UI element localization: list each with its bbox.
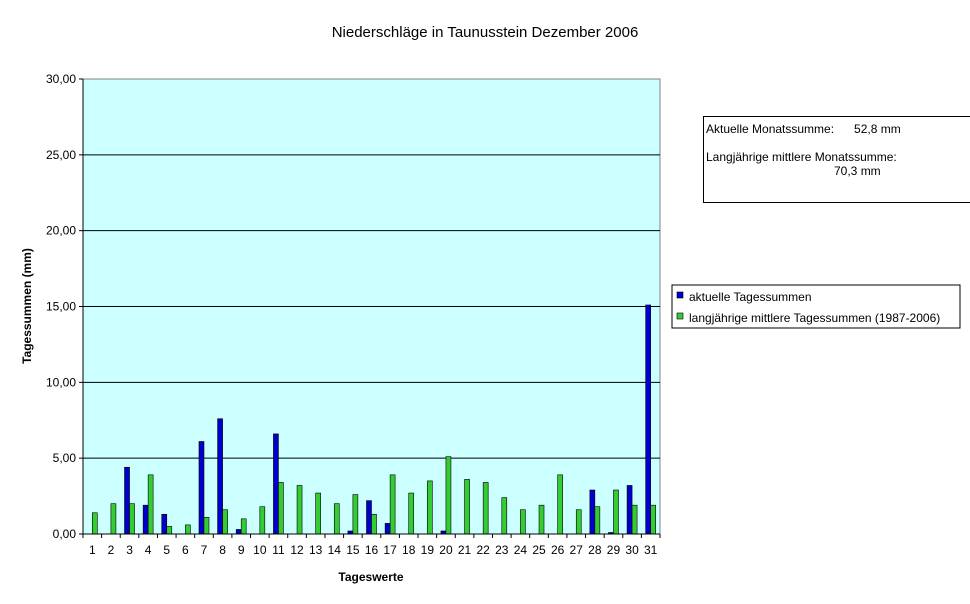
x-tick-label: 3	[126, 543, 133, 557]
bar-longterm	[315, 492, 321, 535]
y-tick-label: 15,00	[46, 300, 76, 314]
y-tick-label: 10,00	[46, 375, 76, 389]
x-tick-label: 2	[108, 543, 115, 557]
bar-longterm	[371, 513, 377, 535]
bar-longterm	[278, 482, 284, 535]
bar-longterm	[445, 456, 452, 535]
bar-longterm	[482, 482, 489, 535]
x-tick-label: 22	[476, 543, 490, 557]
y-tick-label: 20,00	[46, 224, 76, 238]
x-tick-label: 27	[570, 543, 584, 557]
bar-longterm	[613, 489, 619, 535]
x-tick-label: 30	[625, 543, 639, 557]
x-tick-label: 15	[346, 543, 360, 557]
x-tick-label: 28	[588, 543, 602, 557]
legend-box	[671, 284, 961, 329]
x-tick-label: 13	[309, 543, 323, 557]
bar-longterm	[203, 517, 210, 535]
gridlines	[83, 154, 660, 459]
bar-current	[384, 523, 391, 535]
x-tick-label: 18	[402, 543, 416, 557]
bar-longterm	[240, 518, 247, 535]
bar-longterm	[631, 504, 638, 535]
x-tick-label: 17	[383, 543, 397, 557]
monthly-summary-box: Aktuelle Monatssumme: 52,8 mm Langjährig…	[703, 116, 970, 203]
bar-longterm	[650, 504, 656, 535]
bar-current	[645, 304, 651, 535]
chart-title: Niederschläge in Taunusstein Dezember 20…	[332, 24, 639, 41]
x-tick-label: 9	[238, 543, 245, 557]
x-tick-label: 10	[253, 543, 267, 557]
x-tick-label: 31	[644, 543, 658, 557]
bar-current	[217, 418, 223, 535]
bar-longterm	[110, 503, 117, 535]
bar-longterm	[147, 474, 154, 535]
longterm-monthly-sum-label: Langjährige mittlere Monatssumme:	[706, 150, 897, 164]
y-tick-label: 30,00	[46, 72, 76, 86]
bar-longterm	[92, 512, 98, 535]
bar-current	[142, 504, 149, 535]
x-tick-label: 6	[182, 543, 189, 557]
y-tick-label: 25,00	[46, 148, 76, 162]
bar-current	[589, 489, 596, 535]
x-axis-label: Tageswerte	[338, 570, 403, 584]
bar-longterm	[296, 485, 303, 535]
bar-current	[366, 500, 372, 535]
bar-longterm	[557, 474, 563, 535]
longterm-monthly-sum-value: 70,3 mm	[834, 164, 881, 178]
x-tick-label: 7	[201, 543, 208, 557]
bars	[92, 304, 656, 535]
x-tick-label: 20	[439, 543, 453, 557]
bar-longterm	[575, 509, 582, 535]
bar-current	[161, 513, 168, 535]
x-tick-label: 19	[421, 543, 435, 557]
legend-entry: langjährige mittlere Tagessummen (1987-2…	[689, 311, 940, 325]
bar-longterm	[408, 492, 415, 535]
legend: aktuelle Tagessummen langjährige mittlere…	[671, 284, 961, 329]
x-tick-label: 4	[145, 543, 152, 557]
bar-longterm	[464, 479, 470, 535]
x-tick-label: 8	[219, 543, 226, 557]
x-tick-label: 29	[607, 543, 621, 557]
x-tick-label: 12	[290, 543, 304, 557]
x-tick-label: 11	[272, 543, 285, 557]
y-axis-label: Tagessummen (mm)	[20, 248, 34, 364]
y-tick-label: 0,00	[53, 527, 77, 541]
bar-longterm	[259, 506, 266, 535]
bar-current	[198, 441, 205, 535]
bar-current	[124, 466, 130, 535]
bar-longterm	[520, 509, 526, 535]
bar-current	[235, 529, 242, 535]
legend-swatch	[676, 312, 684, 320]
bar-longterm	[501, 497, 508, 535]
x-tick-label: 26	[551, 543, 565, 557]
bar-longterm	[333, 503, 340, 535]
bar-longterm	[129, 503, 135, 535]
x-tick-label: 1	[89, 543, 96, 557]
bar-longterm	[389, 474, 396, 535]
bar-current	[273, 433, 279, 535]
x-tick-label: 21	[458, 543, 472, 557]
x-tick-label: 24	[514, 543, 528, 557]
bar-longterm	[185, 524, 191, 535]
x-tick-label: 23	[495, 543, 509, 557]
y-axis: 0,00 5,00 10,00 15,00 20,00 25,00 30,00	[46, 72, 84, 541]
bar-longterm	[222, 509, 228, 535]
legend-swatch	[676, 291, 684, 299]
x-tick-label: 5	[163, 543, 170, 557]
current-monthly-sum: Aktuelle Monatssumme: 52,8 mm	[706, 122, 901, 136]
y-tick-label: 5,00	[53, 451, 77, 465]
bar-longterm	[594, 506, 601, 535]
bar-longterm	[538, 504, 545, 535]
bar-longterm	[352, 494, 359, 535]
bar-longterm	[427, 480, 433, 535]
bar-current	[626, 485, 633, 535]
x-tick-label: 16	[365, 543, 379, 557]
x-tick-label: 25	[532, 543, 546, 557]
x-tick-label: 14	[328, 543, 342, 557]
x-axis: 1 2 3 4 5 6 7 8 9 10 11 12 13 14 15 16 17 18 19 20 21 22 23 24 2…	[82, 533, 661, 557]
legend-entry: aktuelle Tagessummen	[689, 290, 812, 304]
bar-longterm	[166, 526, 173, 535]
